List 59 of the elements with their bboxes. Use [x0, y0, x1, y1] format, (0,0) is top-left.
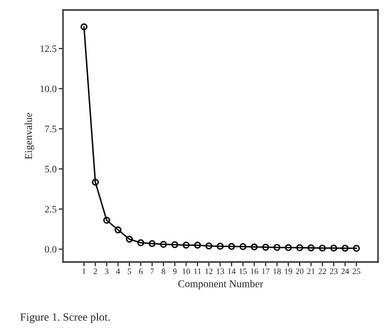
point [284, 244, 292, 252]
point [262, 244, 270, 251]
y-tick-label: 10.0 [40, 86, 56, 92]
x-tick-label: 4 [116, 268, 120, 274]
point [318, 244, 326, 252]
point [274, 244, 280, 251]
x-tick-label: 9 [172, 268, 177, 274]
caption: Figure 1. Scree plot. [20, 312, 110, 324]
point [194, 242, 201, 249]
point [330, 244, 338, 252]
x-tick-label: 8 [162, 268, 166, 274]
x-tick-label: 5 [128, 268, 132, 274]
y-tick-label: 12.5 [40, 45, 56, 52]
x-tick-label: 19 [284, 268, 292, 274]
x-tick-label: 6 [139, 268, 143, 274]
point [103, 216, 110, 224]
x-tick-label: 21 [307, 268, 315, 274]
point [228, 242, 236, 250]
point [126, 236, 133, 243]
x-tick-label: 13 [216, 268, 224, 274]
y-tick-label: 2.5 [45, 206, 56, 213]
x-tick-label: 14 [228, 268, 236, 274]
x-tick-label: 12 [205, 268, 213, 274]
point [114, 226, 122, 234]
point [250, 243, 258, 250]
x-tick-label: 11 [194, 268, 202, 274]
x-tick-label: 20 [296, 268, 304, 274]
point [216, 242, 224, 250]
x-tick-label: 16 [250, 268, 258, 274]
x-tick-label: 15 [239, 268, 247, 274]
point [92, 178, 99, 186]
x-tick-label: 2 [94, 268, 97, 274]
x-tick-label: 22 [318, 268, 326, 274]
point [171, 241, 178, 248]
y-tick-label: 5.0 [45, 166, 56, 172]
x-axis-title: Component Number [178, 280, 264, 290]
point [148, 240, 156, 248]
x-tick-label: 24 [341, 268, 350, 274]
x-tick-label: 25 [352, 268, 360, 274]
point [182, 242, 190, 249]
point [160, 240, 167, 248]
x-tick-label: 1 [82, 268, 86, 274]
x-tick-label: 23 [330, 268, 338, 274]
point [296, 244, 304, 252]
x-tick-label: 3 [105, 268, 108, 274]
point [137, 239, 144, 246]
point [239, 243, 246, 250]
x-tick-label: 10 [182, 268, 190, 274]
point [352, 244, 360, 252]
y-tick-label: 0.0 [44, 246, 56, 253]
point [205, 242, 212, 250]
point [80, 23, 88, 30]
point [342, 244, 349, 252]
point [308, 244, 314, 252]
y-axis-title: Eigenvalue [24, 112, 34, 160]
y-tick-label: 7.5 [45, 126, 56, 132]
x-tick-label: 17 [262, 268, 270, 274]
x-tick-label: 18 [274, 268, 281, 274]
x-tick-label: 7 [150, 268, 154, 274]
